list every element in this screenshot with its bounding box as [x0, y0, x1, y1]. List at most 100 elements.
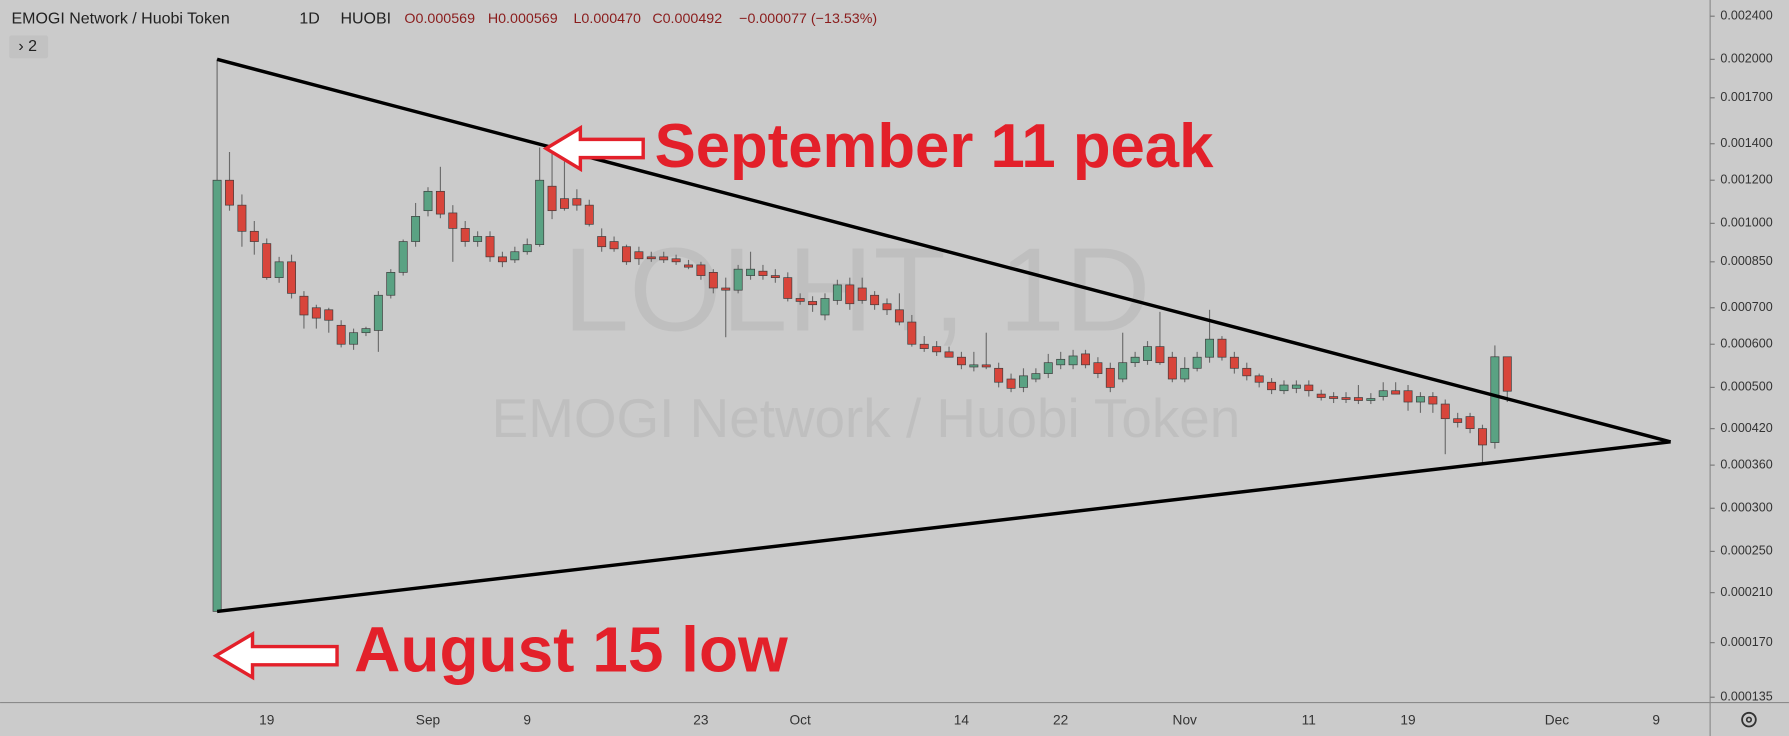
candle-body: [1229, 356, 1239, 369]
candle-body: [820, 298, 830, 316]
candle-body: [1056, 358, 1066, 366]
annotation: September 11 peak: [655, 112, 1214, 181]
candle-body: [1031, 373, 1041, 380]
candle-body: [981, 364, 991, 368]
candle-body: [1502, 356, 1512, 392]
y-tick-label: 0.000420: [1720, 421, 1772, 435]
candle-body: [1279, 384, 1289, 392]
candle-body: [1403, 390, 1413, 403]
x-tick-label: 23: [693, 712, 709, 727]
candle-body: [1006, 378, 1016, 389]
candle-body: [770, 275, 780, 278]
candle-body: [311, 307, 321, 319]
candle-body: [1440, 403, 1450, 420]
ohlc-open: O0.000569: [404, 11, 475, 27]
annotation-arrow: [212, 630, 339, 681]
candle-body: [746, 268, 755, 276]
candle-body: [1019, 375, 1028, 388]
candle-body: [249, 230, 259, 242]
candle-body: [1267, 381, 1277, 391]
y-tick-label: 0.000300: [1720, 501, 1772, 515]
candle-body: [1304, 384, 1314, 392]
indicators-badge[interactable]: › 2: [18, 38, 37, 55]
x-tick-label: 9: [1652, 712, 1660, 727]
candle-body: [299, 295, 309, 316]
candle-body: [1254, 375, 1264, 383]
y-tick-label: 0.000360: [1720, 457, 1772, 471]
gear-ring: [1741, 711, 1757, 728]
settings-button[interactable]: [1741, 711, 1757, 728]
candle-body: [882, 303, 892, 311]
candle-body: [386, 272, 396, 296]
candle-body: [1291, 384, 1301, 389]
x-tick-label: 11: [1302, 712, 1316, 727]
candle-body: [473, 236, 483, 242]
candle-body: [510, 251, 520, 261]
candle-body: [932, 346, 942, 353]
candle-body: [485, 236, 495, 258]
candle-body: [1130, 356, 1140, 364]
candle-body: [336, 324, 346, 345]
candle-body: [1118, 362, 1128, 380]
gear-hub: [1745, 716, 1753, 723]
candle-body: [907, 321, 917, 345]
candle-body: [1192, 356, 1202, 369]
candle-body: [609, 241, 619, 250]
ohlc-high: H0.000569: [488, 11, 558, 27]
x-tick-label: 9: [523, 712, 531, 727]
candle-body: [1155, 346, 1165, 364]
candle-body: [584, 204, 594, 225]
candle-body: [994, 367, 1004, 383]
candle-body: [1242, 367, 1252, 377]
y-tick-label: 0.000170: [1720, 635, 1772, 649]
candle-body: [783, 277, 793, 299]
candle-body: [1329, 396, 1339, 399]
candle-body: [721, 287, 731, 291]
candle-body: [225, 179, 234, 206]
candle-body: [919, 343, 929, 349]
candle-body: [1366, 398, 1376, 401]
candle-body: [1105, 367, 1115, 388]
y-tick-label: 0.000500: [1720, 380, 1772, 394]
candle-body: [1180, 367, 1190, 380]
y-tick-label: 0.001700: [1720, 90, 1772, 104]
x-tick-label: 19: [1400, 712, 1415, 727]
indicators-badge-bg[interactable]: [9, 35, 49, 59]
candle-body: [497, 256, 507, 263]
candle-body: [1353, 397, 1363, 401]
candle-body: [398, 241, 408, 273]
ohlc-low: L0.000470: [574, 11, 642, 27]
candle-body: [212, 179, 222, 612]
candle-body: [460, 228, 470, 242]
candle-body: [597, 236, 607, 248]
y-tick-label: 0.000210: [1720, 585, 1772, 599]
candle-body: [808, 301, 818, 306]
candle-body: [733, 268, 743, 291]
candle-body: [870, 294, 880, 306]
candle-body: [857, 287, 867, 301]
y-tick-label: 0.000600: [1720, 337, 1772, 351]
x-tick-label: 14: [954, 712, 970, 727]
candle-body: [1205, 338, 1215, 358]
y-tick-label: 0.002400: [1720, 9, 1772, 23]
candle-body: [646, 256, 656, 260]
candle-body: [671, 258, 681, 263]
candle-body: [274, 261, 284, 278]
candle-body: [634, 251, 644, 260]
candle-body: [572, 198, 582, 206]
y-tick-label: 0.001000: [1720, 216, 1772, 230]
candle-body: [1167, 356, 1177, 380]
candle-body: [684, 264, 693, 268]
candle-body: [373, 294, 383, 331]
candle-body: [708, 272, 718, 289]
candle-body: [969, 364, 979, 368]
ohlc-close: C0.000492: [652, 11, 722, 27]
watermark: LOLHT, 1D: [563, 224, 1151, 357]
candle-body: [1391, 390, 1401, 395]
candle-body: [535, 179, 545, 245]
candle-body: [1490, 356, 1500, 443]
candle-body: [262, 243, 272, 278]
